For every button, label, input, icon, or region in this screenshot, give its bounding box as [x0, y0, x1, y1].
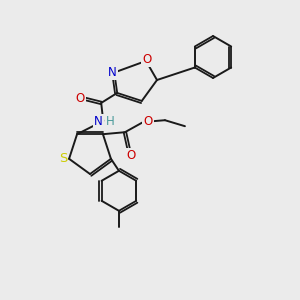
- Text: N: N: [94, 116, 103, 128]
- Text: O: O: [126, 149, 136, 162]
- Text: O: O: [76, 92, 85, 105]
- Text: O: O: [143, 115, 153, 128]
- Text: N: N: [108, 66, 117, 79]
- Text: H: H: [106, 116, 115, 128]
- Text: O: O: [142, 53, 152, 66]
- Text: S: S: [59, 152, 67, 165]
